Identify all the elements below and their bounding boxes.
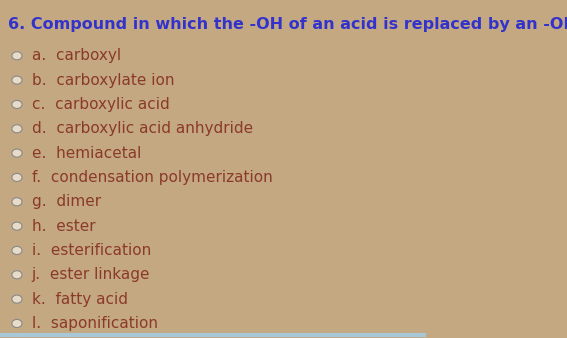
Circle shape [12, 125, 22, 133]
Text: g.  dimer: g. dimer [32, 194, 101, 209]
Text: l.  saponification: l. saponification [32, 316, 158, 331]
Circle shape [12, 222, 22, 230]
Text: a.  carboxyl: a. carboxyl [32, 48, 121, 63]
Text: e.  hemiacetal: e. hemiacetal [32, 146, 141, 161]
Circle shape [12, 246, 22, 255]
Text: c.  carboxylic acid: c. carboxylic acid [32, 97, 170, 112]
Text: h.  ester: h. ester [32, 219, 95, 234]
Circle shape [12, 52, 22, 60]
Circle shape [12, 173, 22, 182]
Text: b.  carboxylate ion: b. carboxylate ion [32, 73, 174, 88]
Circle shape [12, 319, 22, 328]
Circle shape [12, 295, 22, 303]
Text: f.  condensation polymerization: f. condensation polymerization [32, 170, 273, 185]
Circle shape [12, 271, 22, 279]
Text: d.  carboxylic acid anhydride: d. carboxylic acid anhydride [32, 121, 253, 136]
Circle shape [12, 100, 22, 108]
Circle shape [12, 76, 22, 84]
Text: k.  fatty acid: k. fatty acid [32, 292, 128, 307]
Circle shape [12, 198, 22, 206]
Text: i.  esterification: i. esterification [32, 243, 151, 258]
Text: j.  ester linkage: j. ester linkage [32, 267, 150, 282]
Text: 6. Compound in which the -OH of an acid is replaced by an -OR.: 6. Compound in which the -OH of an acid … [9, 17, 567, 32]
Circle shape [12, 149, 22, 157]
